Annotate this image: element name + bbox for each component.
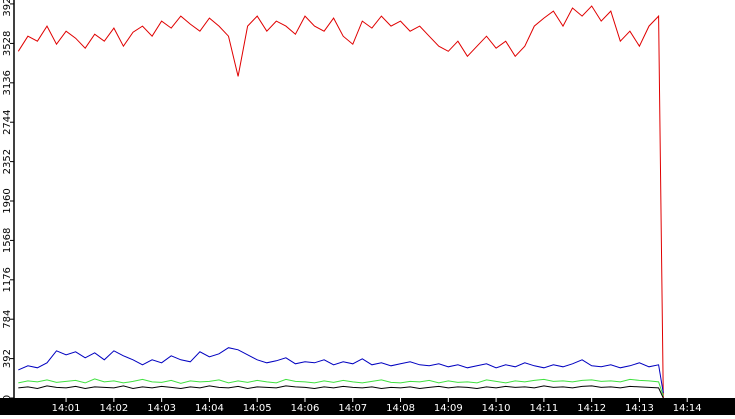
x-axis-bar (0, 398, 735, 415)
x-tick-label: 14:03 (147, 403, 176, 414)
y-tick-label: 0 (2, 395, 13, 401)
series-line (17, 5, 664, 399)
y-tick-label: 3136 (2, 70, 13, 95)
y-tick-label: 3921 (2, 0, 13, 17)
x-tick-label: 14:11 (529, 403, 558, 414)
y-tick-label: 1568 (2, 228, 13, 253)
y-tick-label: 392 (2, 349, 13, 368)
y-tick-label: 2352 (2, 149, 13, 174)
series-line (18, 385, 664, 399)
x-tick-label: 14:14 (673, 403, 702, 414)
y-tick-label: 1960 (2, 188, 13, 213)
y-tick-label: 3528 (2, 31, 13, 56)
y-tick-label: 784 (2, 310, 13, 329)
series-line (18, 347, 664, 394)
x-tick-label: 14:06 (291, 403, 320, 414)
series-line (18, 378, 664, 397)
x-tick-label: 14:13 (625, 403, 654, 414)
y-tick-label: 1176 (2, 267, 13, 292)
x-tick-label: 14:04 (195, 403, 224, 414)
x-tick-label: 14:12 (577, 403, 606, 414)
x-tick-label: 14:10 (482, 403, 511, 414)
x-tick-label: 14:01 (52, 403, 81, 414)
x-tick-label: 14:09 (434, 403, 463, 414)
x-tick-label: 14:02 (99, 403, 128, 414)
x-tick-label: 14:07 (338, 403, 367, 414)
x-tick-label: 14:05 (243, 403, 272, 414)
x-tick-label: 14:08 (386, 403, 415, 414)
y-tick-label: 2744 (2, 109, 13, 134)
